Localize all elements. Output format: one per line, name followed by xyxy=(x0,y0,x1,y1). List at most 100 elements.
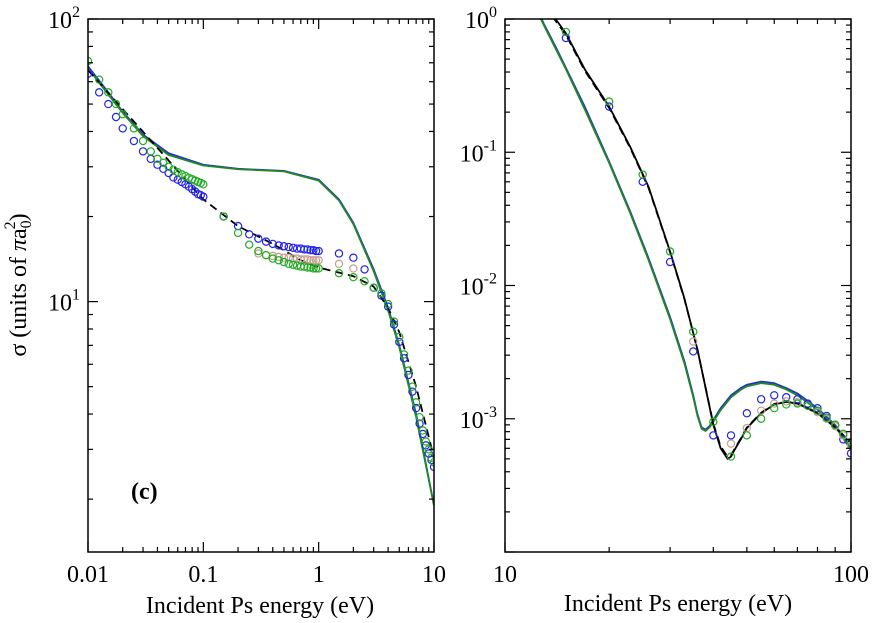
left-green-circles-point xyxy=(349,272,358,282)
right-blue-circles-point xyxy=(709,431,718,440)
left-blue-circles-point xyxy=(360,265,369,274)
left-blue-circles-point xyxy=(404,370,413,380)
left-green-curve xyxy=(88,67,434,506)
left-green-circles-point xyxy=(199,180,208,189)
left-tan-circles-point xyxy=(309,256,318,265)
left-blue-circles-point xyxy=(399,354,409,363)
right-blue-circles-point xyxy=(770,391,779,400)
left-green-circles-point xyxy=(284,259,293,269)
right-y-tick-labels: 10-3 10-2 10-1 100 xyxy=(460,4,497,434)
right-green-circles-point xyxy=(803,401,812,411)
left-x-tick-label: 0.1 xyxy=(188,562,218,588)
left-blue-circles-point xyxy=(306,246,315,255)
right-green-circles-point xyxy=(839,429,848,439)
left-green-circles-point xyxy=(268,254,277,263)
left-blue-circles-point xyxy=(349,253,358,262)
left-green-circles-point xyxy=(389,317,399,326)
left-green-circles-point xyxy=(399,350,409,359)
left-blue-circles-point xyxy=(94,88,104,97)
right-green-circles-point xyxy=(638,170,647,179)
left-green-circles-point xyxy=(309,264,318,273)
right-y-tick-label: 10-1 xyxy=(460,137,497,167)
left-plot-frame xyxy=(87,18,435,553)
left-x-tick-label: 1 xyxy=(313,562,325,588)
right-green-circles-point xyxy=(822,413,831,422)
left-blue-circles-point xyxy=(159,164,168,174)
left-green-circles xyxy=(88,56,434,467)
right-y-tick-label: 10-2 xyxy=(460,271,497,301)
left-blue-circles-point xyxy=(268,239,277,249)
left-green-circles-point xyxy=(146,147,155,156)
left-blue-circles-point xyxy=(104,99,113,109)
right-ticks xyxy=(504,18,852,553)
right-green-circles-point xyxy=(561,27,571,37)
right-series-group xyxy=(539,19,851,461)
left-green-circles-point xyxy=(153,154,162,164)
left-green-circles-point xyxy=(274,256,283,265)
left-tan-circles-point xyxy=(311,256,321,265)
panel-tag: (c) xyxy=(131,479,158,505)
right-green-circles-point xyxy=(846,437,851,447)
right-x-tick-label: 100 xyxy=(833,562,869,588)
right-tan-circles-point xyxy=(846,441,851,450)
right-plot-frame xyxy=(504,18,852,553)
right-panel: 10 100 10-3 10-2 10-1 100 Incident Ps energy… xyxy=(460,4,869,617)
left-black-dashed xyxy=(88,69,434,459)
left-blue-circles-point xyxy=(254,234,263,243)
right-blue-circles-point xyxy=(726,431,736,440)
right-blue-circles-point xyxy=(742,409,752,418)
left-green-circles-point xyxy=(377,289,386,298)
right-blue-circles-point xyxy=(638,177,647,187)
left-blue-circles-point xyxy=(274,241,283,250)
left-blue-circles-point xyxy=(334,249,344,258)
left-green-circles-point xyxy=(159,158,168,167)
left-tan-circles-point xyxy=(349,264,358,273)
left-green-circles-point xyxy=(311,264,321,273)
right-x-tick-labels: 10 100 xyxy=(493,562,869,588)
left-green-circles-point xyxy=(111,99,121,109)
left-blue-circles-point xyxy=(138,147,148,156)
left-blue-circles-point xyxy=(245,230,254,239)
left-tan-circles-point xyxy=(254,249,263,258)
left-green-circles-point xyxy=(334,269,344,278)
right-green-curve xyxy=(539,19,851,451)
left-green-circles-point xyxy=(303,263,312,272)
left-green-circles-point xyxy=(104,88,113,97)
right-green-circles-point xyxy=(742,431,752,440)
left-green-circles-point xyxy=(314,264,323,273)
left-green-circles-point xyxy=(173,168,182,177)
left-green-circles-point xyxy=(395,332,404,342)
left-x-axis-label: Incident Ps energy (eV) xyxy=(146,593,374,619)
left-blue-circles-point xyxy=(153,160,162,169)
right-green-circles-point xyxy=(770,403,779,413)
right-green-circles-point xyxy=(689,327,698,336)
right-black-solid xyxy=(554,19,851,460)
right-green-circles-point xyxy=(793,399,802,408)
right-blue-circles-point xyxy=(561,33,571,43)
left-x-tick-label: 10 xyxy=(422,562,446,588)
left-blue-circles-point xyxy=(199,192,208,201)
left-green-circles-point xyxy=(118,110,127,119)
left-blue-circles-point xyxy=(389,320,399,329)
left-blue-circles-point xyxy=(284,242,293,252)
right-tan-circles-point xyxy=(770,399,779,408)
left-blue-circles-point xyxy=(314,246,323,256)
left-blue-circles-point xyxy=(300,245,309,254)
right-tan-circles-point xyxy=(756,406,766,415)
right-green-circles-point xyxy=(813,406,822,415)
left-x-tick-label: 0.01 xyxy=(67,562,109,588)
right-tan-circles-point xyxy=(726,439,736,448)
right-y-tick-label: 10-3 xyxy=(460,404,497,434)
left-blue-circles-point xyxy=(129,136,139,146)
left-blue-circles-point xyxy=(415,419,424,428)
right-blue-circles-point xyxy=(846,449,851,458)
left-green-circles-point xyxy=(411,398,421,407)
right-blue-circles-point xyxy=(793,395,802,404)
left-blue-circles-point xyxy=(377,291,386,300)
left-green-circles-point xyxy=(261,250,271,260)
left-green-circles-point xyxy=(254,246,263,256)
right-blue-circles-point xyxy=(756,395,766,404)
left-blue-circles-point xyxy=(383,302,393,311)
left-green-circles-point xyxy=(245,240,254,249)
